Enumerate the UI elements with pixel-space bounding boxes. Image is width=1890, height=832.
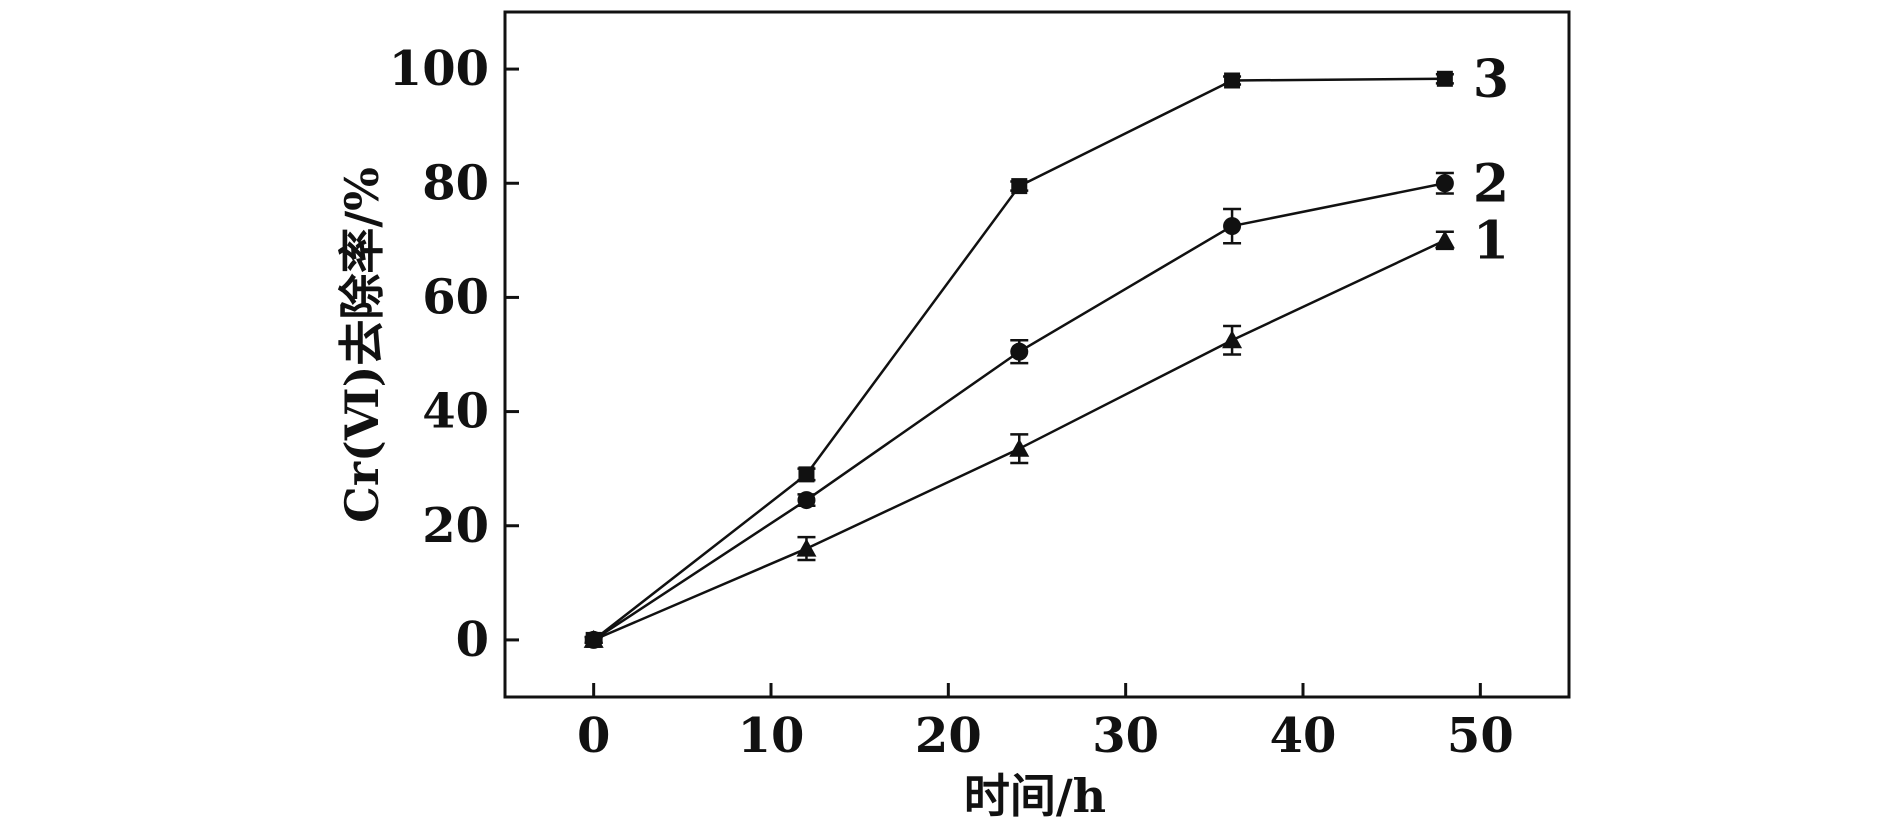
data-point-circle xyxy=(1223,217,1242,236)
series-layer: 12 3 xyxy=(583,49,1509,649)
x-tick-label: 10 xyxy=(738,708,805,764)
y-tick-label: 0 xyxy=(456,612,489,668)
data-point-triangle xyxy=(1434,230,1455,249)
data-point-square xyxy=(1436,70,1453,87)
plot-frame xyxy=(503,10,1571,699)
y-tick-label: 40 xyxy=(422,384,489,440)
y-tick-label: 80 xyxy=(422,155,489,211)
data-point-square xyxy=(798,466,815,483)
x-tick-label: 20 xyxy=(915,708,982,764)
series-label: 1 xyxy=(1473,210,1509,271)
x-axis-title: 时间/h xyxy=(964,769,1106,823)
x-tick-label: 0 xyxy=(577,708,610,764)
x-tick-label: 50 xyxy=(1447,708,1514,764)
data-point-square xyxy=(585,631,602,648)
y-tick-label: 20 xyxy=(422,498,489,554)
data-point-circle xyxy=(797,491,816,510)
series-3: 3 xyxy=(584,49,1509,648)
data-point-circle xyxy=(1010,342,1029,361)
series-2: 2 xyxy=(584,153,1509,649)
x-tick-label: 40 xyxy=(1270,708,1337,764)
y-tick-label: 60 xyxy=(422,269,489,325)
x-tick-label: 30 xyxy=(1092,708,1159,764)
data-point-square xyxy=(1224,72,1241,89)
x-axis: 0 10 20 30 40 50 xyxy=(577,683,1514,764)
y-tick-label: 100 xyxy=(389,41,489,97)
data-point-square xyxy=(1011,178,1028,195)
y-axis-title: Cr(Ⅵ)去除率/% xyxy=(335,167,389,523)
series-1: 1 xyxy=(583,210,1509,648)
series-label: 2 xyxy=(1473,153,1509,214)
series-line xyxy=(592,182,1446,641)
series-label: 3 xyxy=(1473,49,1509,110)
data-point-triangle xyxy=(796,538,817,557)
data-point-circle xyxy=(1435,174,1454,193)
data-point-triangle xyxy=(1222,330,1243,349)
data-point-triangle xyxy=(1009,438,1030,457)
y-axis: 0 20 40 60 80 100 xyxy=(389,41,519,668)
